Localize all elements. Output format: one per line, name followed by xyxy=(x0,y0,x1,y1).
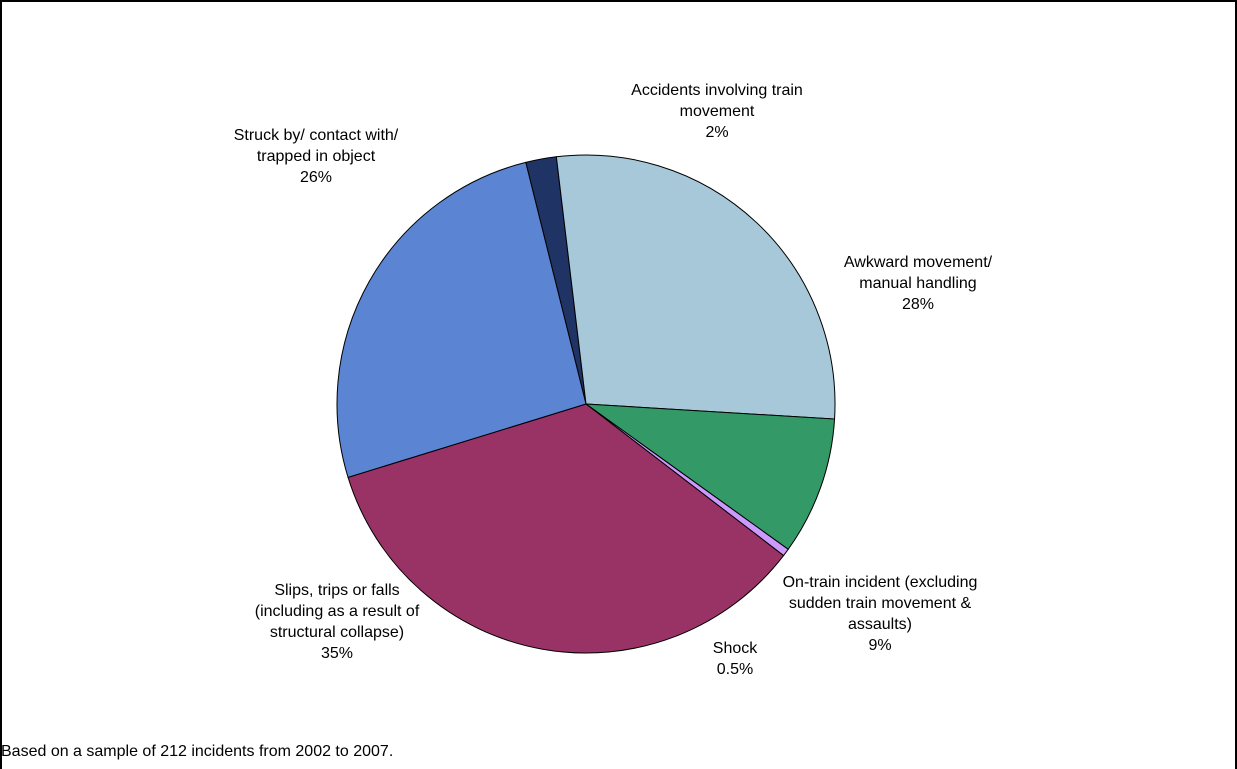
pie-labels: Accidents involving train movement 2% Awkwa… xyxy=(234,82,993,678)
slice-label-4: Shock 0.5% xyxy=(713,640,758,678)
pie-slices xyxy=(336,154,836,654)
slice-value-label: 9% xyxy=(868,637,891,654)
slice-label-6: Struck by/ contact with/trapped in objec… xyxy=(234,127,399,186)
slice-value-label: 2% xyxy=(705,124,728,141)
pie-slice-5 xyxy=(347,403,785,654)
slice-value-label: 28% xyxy=(902,296,934,313)
slice-label-5: Slips, trips or falls (including as a res… xyxy=(255,582,420,662)
slice-category-label: Awkward movement/ xyxy=(844,254,993,271)
pie-slice-3 xyxy=(584,403,836,551)
pie-slice-2 xyxy=(555,154,836,420)
slice-category-label: On-train incident (excluding xyxy=(783,574,978,591)
slice-category-label: Accidents involving train xyxy=(631,82,803,99)
slice-value-label: 26% xyxy=(300,169,332,186)
slice-category-label: manual handling xyxy=(859,275,976,292)
slice-category-label: Slips, trips or falls xyxy=(274,582,399,599)
slice-category-label: Struck by/ contact with/ xyxy=(234,127,399,144)
slice-label-2: Awkward movement/manual handling 28% xyxy=(844,254,993,313)
slice-category-label: trapped in object xyxy=(257,148,376,165)
footnote: Based on a sample of 212 incidents from … xyxy=(1,743,394,760)
slice-label-1: Accidents involving train movement 2% xyxy=(631,82,803,141)
slice-label-3: On-train incident (excluding sudden train… xyxy=(783,574,978,654)
slice-category-label: (including as a result of xyxy=(255,603,420,620)
slice-category-label: structural collapse) xyxy=(270,624,404,641)
slice-value-label: 35% xyxy=(321,645,353,662)
slice-category-label: movement xyxy=(680,103,755,120)
slice-category-label: assaults) xyxy=(848,616,912,633)
slice-category-label: sudden train movement & xyxy=(789,595,972,612)
slice-value-label: 0.5% xyxy=(717,661,753,678)
slice-category-label: Shock xyxy=(713,640,758,657)
pie-slice-6 xyxy=(336,161,587,478)
